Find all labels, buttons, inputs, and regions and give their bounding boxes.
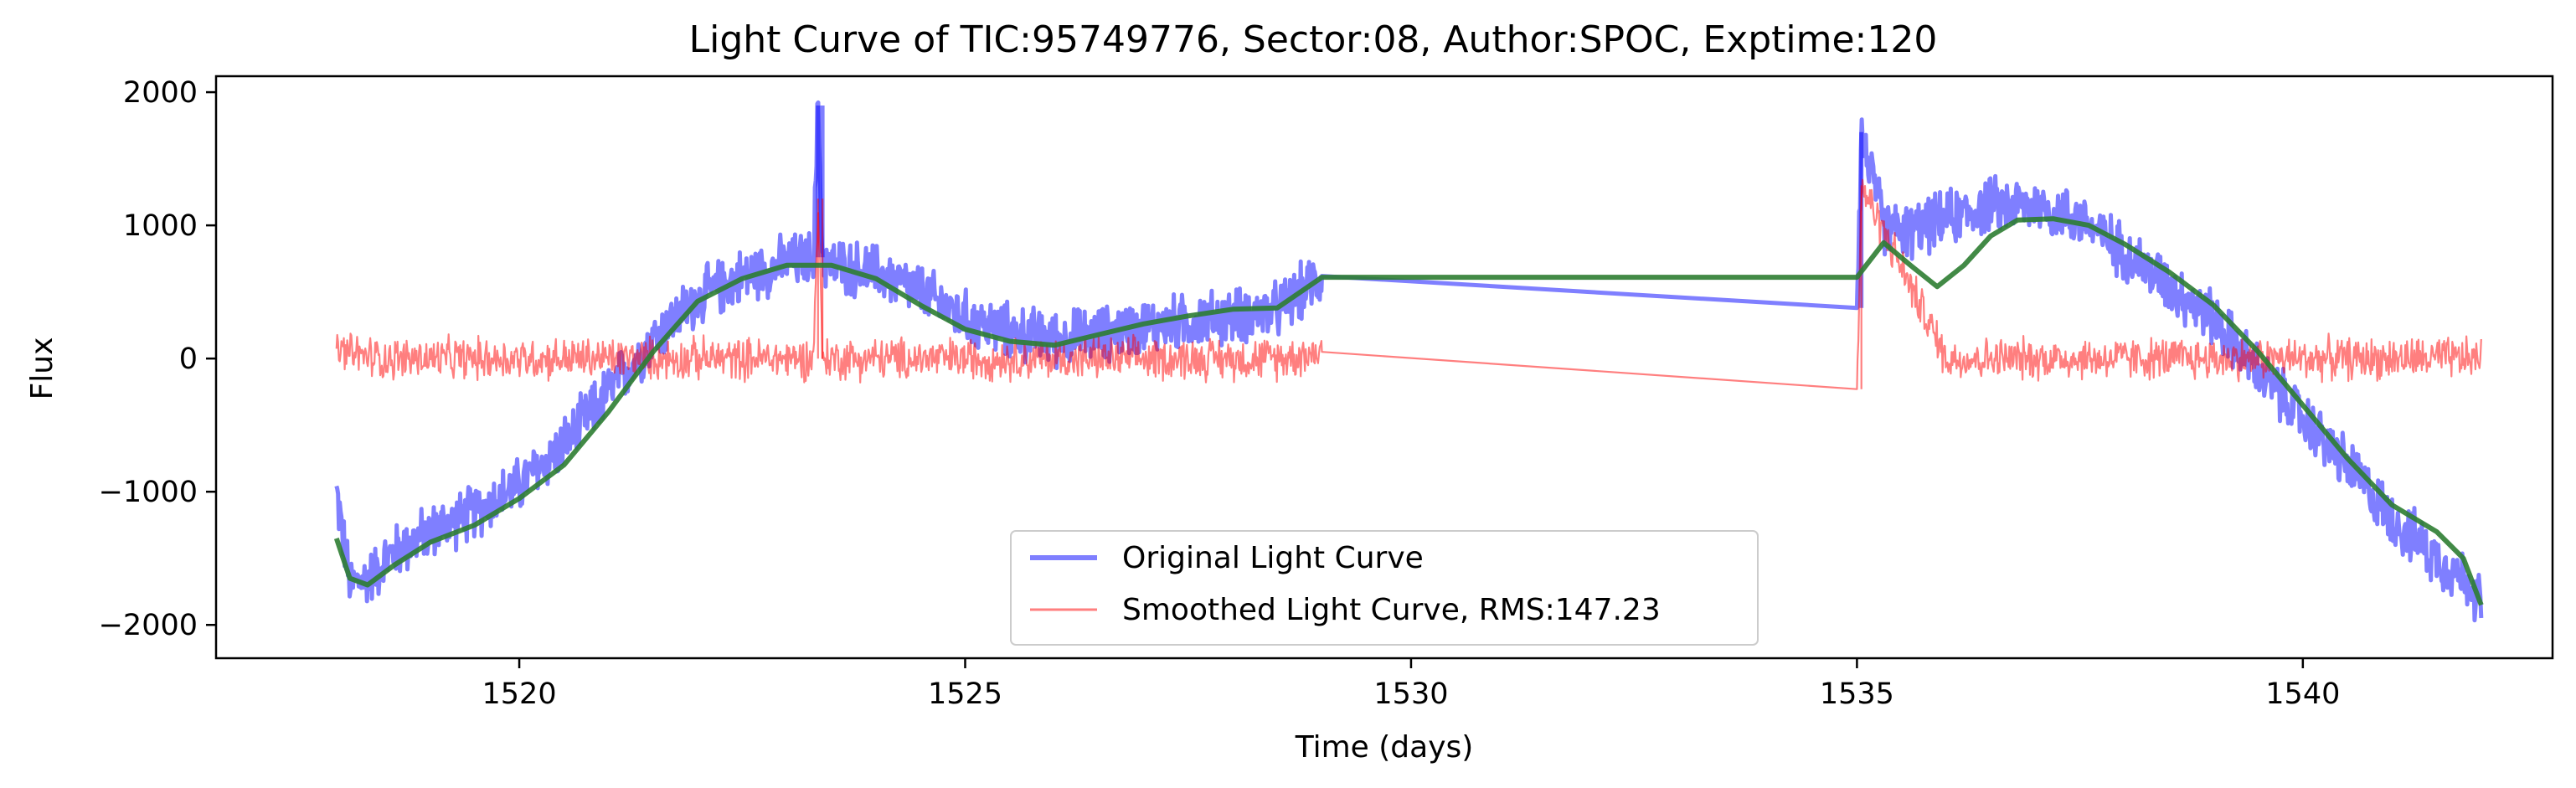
- x-axis: 1520 1525 1530 1535 1540: [482, 658, 2340, 711]
- y-tick-label: 2000: [123, 76, 198, 110]
- series-original-line: [334, 100, 2484, 623]
- series-trend-line: [333, 216, 2484, 606]
- series-layer: [333, 100, 2484, 623]
- legend-label-original: Original Light Curve: [1122, 541, 1424, 575]
- legend-box: [1010, 530, 1759, 646]
- plot-frame: [214, 75, 2554, 660]
- chart-title: Light Curve of TIC:95749776, Sector:08, …: [689, 18, 1938, 61]
- y-tick-label: −1000: [99, 476, 198, 509]
- x-tick-label: 1520: [482, 677, 557, 711]
- y-tick-label: 1000: [123, 209, 198, 243]
- series-smoothed-line: [335, 178, 2482, 390]
- y-axis: −2000 −1000 0 1000 2000: [99, 76, 216, 642]
- y-tick-label: 0: [179, 342, 198, 376]
- x-axis-label: Time (days): [1295, 730, 1474, 765]
- legend: Original Light Curve Smoothed Light Curv…: [1010, 530, 1759, 646]
- legend-label-smoothed: Smoothed Light Curve, RMS:147.23: [1122, 593, 1661, 627]
- y-tick-label: −2000: [99, 609, 198, 642]
- x-tick-label: 1530: [1373, 677, 1448, 711]
- x-tick-label: 1540: [2265, 677, 2340, 711]
- x-tick-label: 1535: [1820, 677, 1894, 711]
- x-tick-label: 1525: [928, 677, 1002, 711]
- y-axis-label: Flux: [25, 337, 59, 400]
